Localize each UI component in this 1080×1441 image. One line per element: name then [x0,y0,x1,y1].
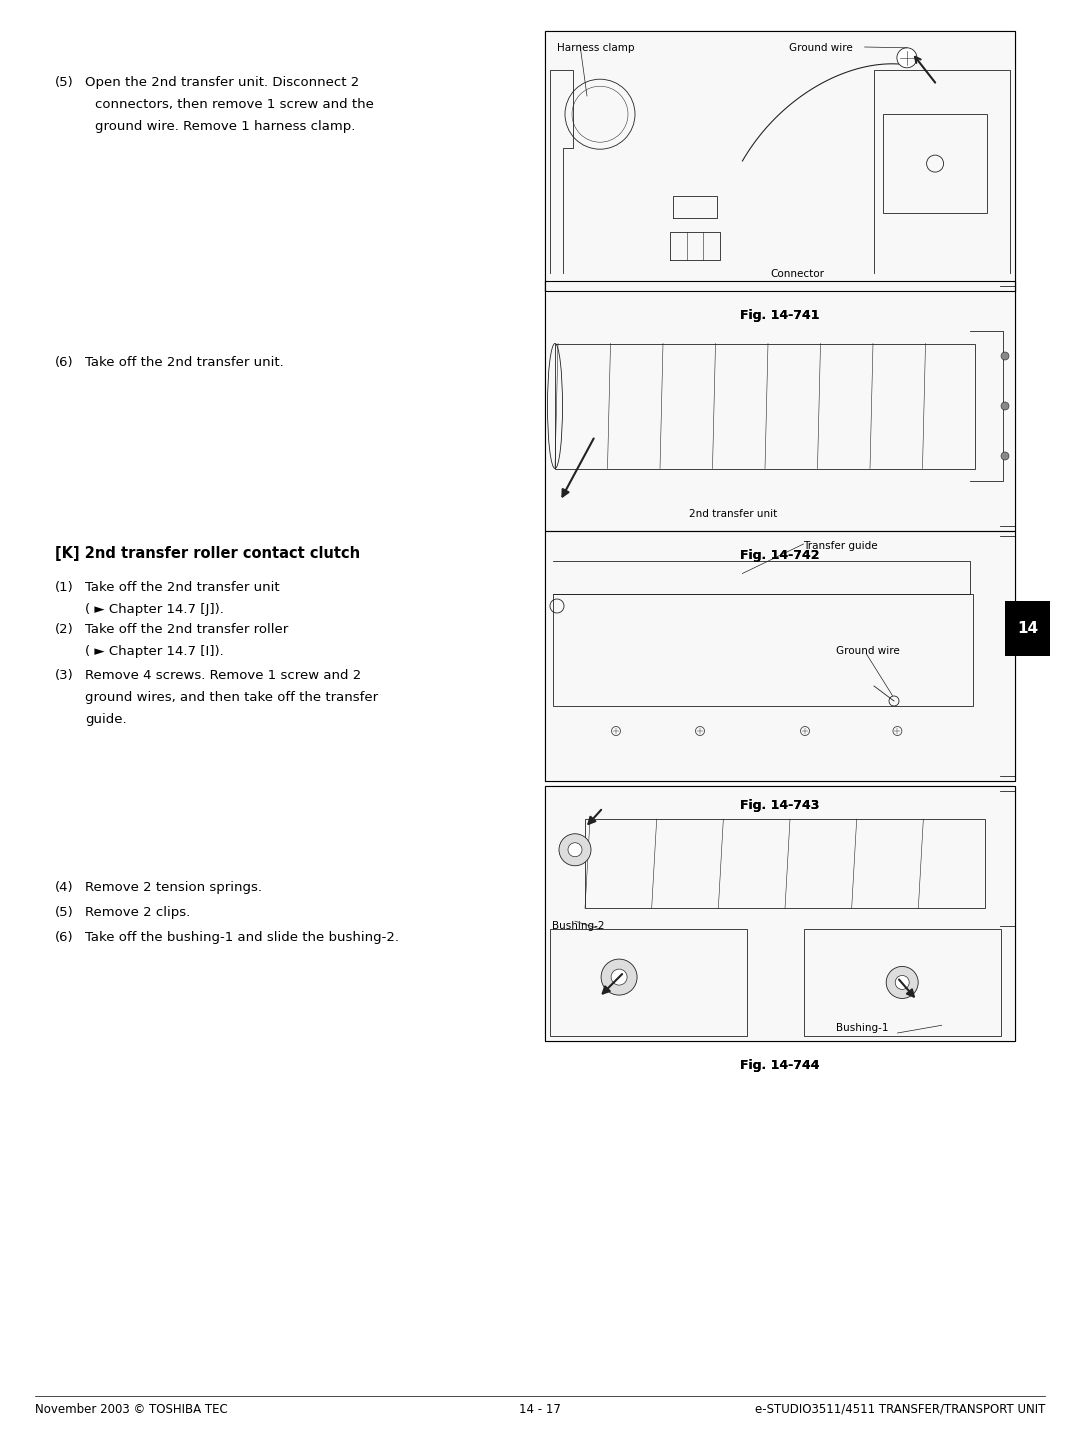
Bar [545,530,1015,781]
Text: Remove 4 screws. Remove 1 screw and 2: Remove 4 screws. Remove 1 screw and 2 [85,669,361,682]
Text: 14 - 17: 14 - 17 [519,1404,561,1417]
Text: Ground wire: Ground wire [789,43,853,53]
Text: Take off the bushing-1 and slide the bushing-2.: Take off the bushing-1 and slide the bus… [85,931,399,944]
Text: Connector: Connector [771,269,825,280]
Bar [804,929,1001,1036]
Bar [883,114,987,213]
Text: connectors, then remove 1 screw and the: connectors, then remove 1 screw and the [95,98,374,111]
Text: (6): (6) [55,931,73,944]
Text: Remove 2 clips.: Remove 2 clips. [85,906,190,919]
Text: Open the 2nd transfer unit. Disconnect 2: Open the 2nd transfer unit. Disconnect 2 [85,76,360,89]
Text: (3): (3) [55,669,73,682]
Bar [545,32,1015,291]
Text: (6): (6) [55,356,73,369]
Text: e-STUDIO3511/4511 TRANSFER/TRANSPORT UNIT: e-STUDIO3511/4511 TRANSFER/TRANSPORT UNI… [755,1404,1045,1417]
Bar [1005,601,1050,656]
Text: Take off the 2nd transfer roller: Take off the 2nd transfer roller [85,623,288,635]
Text: ground wires, and then take off the transfer: ground wires, and then take off the tran… [85,692,378,705]
Circle shape [559,834,591,866]
Text: Fig. 14-743: Fig. 14-743 [740,798,820,811]
Circle shape [568,843,582,857]
Text: ( ► Chapter 14.7 [I]).: ( ► Chapter 14.7 [I]). [85,646,224,659]
Bar [553,594,973,706]
Circle shape [611,970,627,986]
Bar [545,530,1015,781]
Text: November 2003 © TOSHIBA TEC: November 2003 © TOSHIBA TEC [35,1404,228,1417]
Circle shape [1001,452,1009,460]
Bar [545,32,1015,291]
Bar [545,785,1015,1040]
Text: Transfer guide: Transfer guide [804,540,878,550]
Text: guide.: guide. [85,713,126,726]
Text: (5): (5) [55,76,73,89]
Text: Bushing-1: Bushing-1 [836,1023,889,1033]
Circle shape [1001,352,1009,360]
Text: Fig. 14-742: Fig. 14-742 [740,549,820,562]
Text: 2nd transfer unit: 2nd transfer unit [689,509,778,519]
Text: Remove 2 tension springs.: Remove 2 tension springs. [85,880,262,893]
Text: Ground wire: Ground wire [836,646,900,656]
Text: [K] 2nd transfer roller contact clutch: [K] 2nd transfer roller contact clutch [55,546,360,561]
Text: ground wire. Remove 1 harness clamp.: ground wire. Remove 1 harness clamp. [95,120,355,133]
Text: 14: 14 [1017,621,1038,635]
Text: Fig. 14-742: Fig. 14-742 [740,549,820,562]
Circle shape [602,960,637,996]
Bar [545,32,1015,291]
Text: Fig. 14-741: Fig. 14-741 [740,308,820,321]
Bar [545,530,1015,781]
Text: Bushing-2: Bushing-2 [552,921,605,931]
Text: ( ► Chapter 14.7 [J]).: ( ► Chapter 14.7 [J]). [85,602,224,615]
Circle shape [1001,402,1009,411]
Text: Fig. 14-741: Fig. 14-741 [740,308,820,321]
Text: (5): (5) [55,906,73,919]
Text: (2): (2) [55,623,73,635]
Text: Fig. 14-743: Fig. 14-743 [740,798,820,811]
Bar [545,785,1015,1040]
Bar [550,929,747,1036]
Bar [585,818,985,908]
Text: Fig. 14-744: Fig. 14-744 [740,1059,820,1072]
Bar [545,281,1015,530]
Circle shape [895,976,909,990]
Circle shape [896,48,917,68]
Text: Harness clamp: Harness clamp [557,43,635,53]
Text: Fig. 14-744: Fig. 14-744 [740,1059,820,1072]
Bar [555,343,975,468]
Text: (1): (1) [55,581,73,594]
Text: Take off the 2nd transfer unit.: Take off the 2nd transfer unit. [85,356,284,369]
Bar [545,281,1015,530]
Bar [545,785,1015,1040]
Text: (4): (4) [55,880,73,893]
Circle shape [887,967,918,999]
Text: Take off the 2nd transfer unit: Take off the 2nd transfer unit [85,581,280,594]
Bar [545,281,1015,530]
